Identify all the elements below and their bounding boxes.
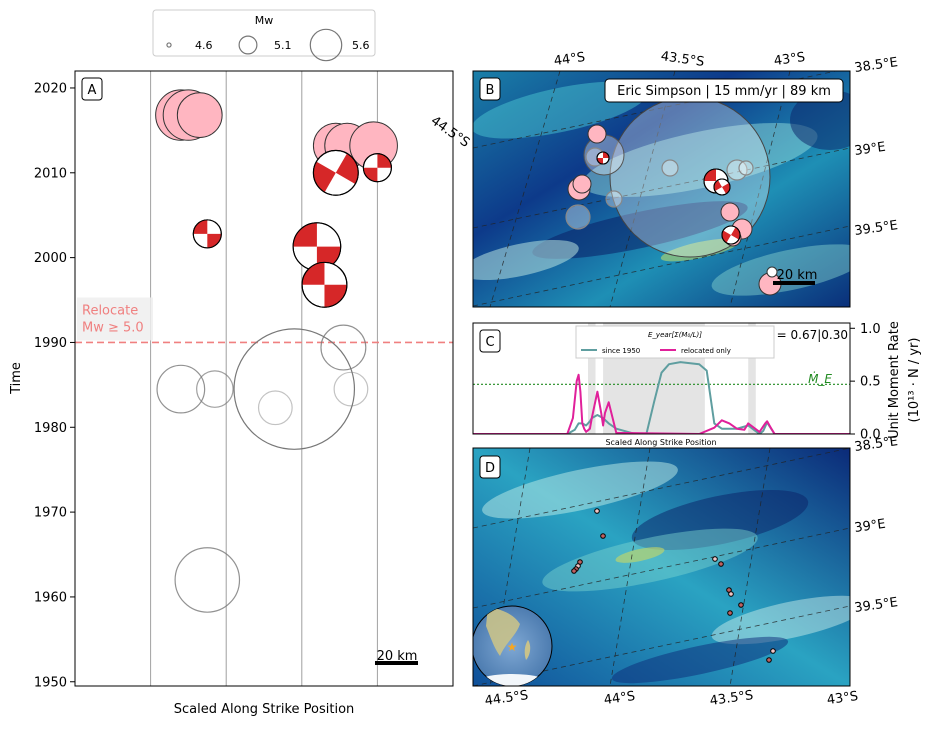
map-epicenter: [601, 534, 606, 539]
map-epicenter: [572, 569, 577, 574]
c-y-tick-label: 1.0: [860, 322, 881, 337]
panel-a-scalebar: 20 km: [375, 649, 418, 664]
map-catalog-event: [606, 191, 622, 207]
y-tick-label: 2010: [34, 166, 67, 181]
focal-mechanism: [722, 226, 740, 244]
focal-mechanism: [363, 154, 391, 182]
threshold-label-line2: Mw ≥ 5.0: [82, 320, 144, 335]
panel-d-bottom-label-4: 43°S: [826, 689, 859, 708]
focal-mechanism: [714, 179, 730, 195]
panel-b-right-label-1: 38.5°E: [853, 55, 898, 76]
map-catalog-event: [662, 160, 678, 176]
panel-c-y-axis: 0.0 0.5 1.0: [850, 322, 881, 443]
y-tick-label: 2000: [34, 251, 67, 266]
map-small-event: [767, 267, 777, 277]
panel-c-legend-title: E_year[Σ(M₀/L)]: [648, 331, 702, 339]
panel-b-label-box: B: [480, 78, 500, 100]
map-epicenter: [713, 557, 718, 562]
size-legend: Mw 4.6 5.1 5.6: [153, 10, 375, 61]
panel-b-scalebar: 20 km: [773, 268, 817, 283]
legend-label: 4.6: [195, 39, 213, 52]
panel-c: 0.00.51.0 C CSF = 0.67|0.30 Ṁ_E E_year[Σ…: [473, 321, 922, 447]
map-epicenter: [595, 509, 600, 514]
panel-d-label: D: [485, 461, 495, 476]
legend-label: 5.1: [274, 39, 292, 52]
panel-d-bottom-label-1: 44.5°S: [484, 688, 529, 709]
panel-c-label-box: C: [480, 330, 500, 352]
panel-d-bottom-label-2: 44°S: [603, 689, 636, 708]
panel-c-legend-label-since-1950: since 1950: [602, 347, 640, 355]
map-relocated-event: [721, 203, 739, 221]
y-tick-label: 2020: [34, 81, 67, 96]
y-tick-label: 1980: [34, 421, 67, 436]
map-catalog-event: [566, 205, 590, 229]
panel-c-x-label: Scaled Along Strike Position: [605, 438, 716, 447]
map-epicenter: [767, 658, 772, 663]
panel-c-y-label-line2: (10¹³ · N / yr): [907, 338, 922, 423]
focal-mechanism: [313, 150, 358, 195]
panel-c-legend: E_year[Σ(M₀/L)] since 1950 relocated onl…: [576, 326, 774, 358]
map-relocated-event: [573, 175, 591, 193]
panel-c-legend-label-relocated: relocated only: [681, 347, 731, 355]
y-tick-label: 1970: [34, 506, 67, 521]
panel-d-right-label-3: 39.5°E: [853, 595, 898, 616]
panel-c-mdot-label: Ṁ_E: [808, 371, 832, 386]
panel-c-label: C: [485, 335, 494, 350]
panel-b-top-label-1: 44°S: [553, 50, 586, 69]
threshold-label-line1: Relocate: [82, 303, 138, 318]
panel-a-label: A: [88, 83, 97, 98]
y-tick-label: 1990: [34, 336, 67, 351]
panel-d-bottom-label-3: 43.5°S: [709, 688, 754, 709]
panel-d: ★ D 44.5°S 44°S 43.5°S 43°S 38.5°E 39°E …: [472, 434, 899, 709]
panel-b-scalebar-label: 20 km: [777, 268, 818, 283]
panel-b-right-label-3: 39.5°E: [853, 218, 898, 239]
panel-b-info-box: Eric Simpson | 15 mm/yr | 89 km: [605, 79, 843, 102]
panel-d-right-label-2: 39°E: [853, 517, 886, 536]
panel-b-top-label-3: 43°S: [773, 50, 806, 69]
panel-a-background: [75, 71, 453, 686]
panel-a: Relocate Mw ≥ 5.0 1950 1960 1970 1980 1990 200…: [9, 71, 453, 717]
focal-mechanism: [597, 152, 609, 164]
panel-d-label-box: D: [480, 456, 500, 478]
panel-a-scalebar-label: 20 km: [377, 649, 418, 664]
legend-label: 5.6: [352, 39, 370, 52]
map-epicenter: [729, 592, 734, 597]
panel-a-y-label: Time: [9, 362, 24, 395]
map-relocated-event: [588, 125, 606, 143]
panel-d-map: ★: [472, 448, 872, 694]
legend-title: Mw: [255, 14, 274, 27]
y-tick-label: 1960: [34, 590, 67, 605]
panel-b: B Eric Simpson | 15 mm/yr | 89 km 20 km …: [428, 49, 899, 307]
map-epicenter: [719, 562, 724, 567]
c-y-tick-label: 0.5: [860, 375, 881, 390]
panel-c-y-label-line1: Unit Moment Rate: [887, 321, 902, 439]
panel-a-y-axis: 1950 1960 1970 1980 1990 2000 2010 2020: [34, 81, 75, 690]
panel-a-label-box: A: [82, 78, 102, 100]
globe-location-star-icon: ★: [507, 640, 518, 654]
focal-mechanism: [193, 220, 221, 248]
panel-b-label: B: [486, 83, 495, 98]
map-catalog-event: [739, 161, 753, 175]
map-epicenter: [771, 649, 776, 654]
panel-b-info-text: Eric Simpson | 15 mm/yr | 89 km: [617, 84, 831, 99]
focal-mechanism: [302, 262, 347, 307]
map-epicenter: [728, 611, 733, 616]
map-epicenter: [739, 603, 744, 608]
relocated-event: [177, 93, 222, 138]
panel-a-x-label: Scaled Along Strike Position: [174, 702, 355, 717]
y-tick-label: 1950: [34, 675, 67, 690]
panel-b-right-label-2: 39°E: [853, 140, 886, 159]
panel-b-top-label-2: 43.5°S: [660, 49, 705, 70]
